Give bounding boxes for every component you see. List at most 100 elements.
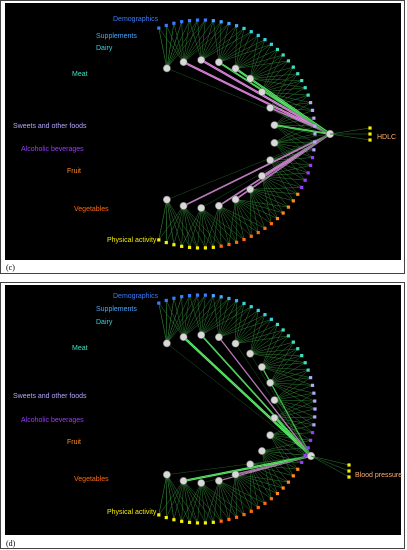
thin-edge	[249, 310, 259, 354]
item-node	[313, 140, 317, 144]
thin-edge	[218, 31, 252, 63]
thin-edge	[183, 205, 198, 249]
thin-edge	[270, 377, 311, 384]
item-node	[303, 361, 307, 365]
thin-edge	[261, 91, 331, 135]
factor-node	[179, 477, 188, 485]
thin-edge	[201, 133, 331, 209]
thin-edge	[166, 199, 175, 245]
thin-edge	[183, 205, 190, 248]
factor-node	[162, 339, 171, 348]
item-node	[242, 26, 246, 31]
thin-edge	[183, 21, 222, 63]
thin-edge	[213, 20, 220, 63]
item-node	[296, 347, 300, 351]
thin-edge	[235, 314, 266, 344]
thin-edge	[218, 319, 272, 338]
thin-edge	[261, 450, 312, 457]
thin-edge	[235, 329, 284, 344]
thin-edge	[261, 175, 294, 202]
item-node	[303, 86, 307, 90]
item-node	[275, 322, 280, 327]
thin-edge	[274, 408, 316, 419]
thin-edge	[158, 27, 184, 63]
thin-edge	[274, 392, 315, 419]
thin-edge	[166, 294, 206, 344]
thin-edge	[270, 416, 315, 436]
factor-node	[231, 64, 240, 73]
item-node	[313, 415, 317, 419]
thin-edge	[201, 298, 230, 336]
factor-node	[246, 185, 255, 194]
thin-edge	[173, 23, 184, 63]
item-node	[281, 53, 285, 57]
thin-edge	[261, 366, 309, 371]
thin-edge	[213, 295, 220, 338]
thin-edge	[183, 205, 206, 249]
item-node	[306, 446, 310, 450]
thin-edge	[249, 39, 266, 79]
item-node	[313, 399, 317, 403]
group-label-physical: Physical activity	[107, 237, 157, 244]
thin-edge	[218, 205, 266, 229]
thin-edge	[201, 296, 222, 336]
thin-edge	[235, 199, 259, 233]
item-node	[275, 47, 280, 52]
thin-edge	[183, 20, 214, 63]
thin-edge	[235, 39, 266, 69]
item-node	[291, 340, 295, 344]
factor-node	[215, 333, 223, 342]
item-node	[242, 237, 246, 242]
item-node	[211, 520, 215, 524]
thin-edge	[269, 435, 294, 476]
thin-edge	[218, 480, 222, 522]
thin-edge	[261, 175, 302, 188]
thin-edge	[201, 306, 252, 336]
thin-edge	[201, 482, 222, 522]
thin-edge	[218, 314, 266, 338]
thin-edge	[250, 329, 284, 354]
factor-node	[179, 58, 188, 66]
thin-edge	[274, 399, 315, 426]
thin-edge	[181, 296, 184, 338]
thin-edge	[166, 20, 190, 69]
thin-edge	[218, 133, 331, 206]
thin-edge	[205, 480, 220, 523]
thin-edge	[250, 78, 302, 81]
item-node	[227, 296, 231, 301]
thin-edge	[201, 482, 237, 518]
thin-edge	[250, 78, 331, 135]
item-node	[309, 163, 313, 167]
thin-edge	[197, 482, 202, 523]
thin-edge	[213, 205, 220, 248]
thin-edge	[173, 205, 184, 245]
item-node	[309, 101, 313, 105]
thin-edge	[261, 450, 289, 483]
group-label-alcohol: Alcoholic beverages	[21, 146, 84, 153]
item-node	[227, 21, 231, 26]
thin-edge	[183, 205, 214, 248]
item-node	[313, 407, 317, 411]
item-node	[157, 26, 161, 30]
item-node	[310, 156, 315, 160]
group-label-demographics: Demographics	[113, 293, 159, 300]
group-label-meat: Meat	[72, 345, 88, 352]
caption-d: (d)	[6, 539, 16, 548]
item-node	[256, 33, 260, 38]
thin-edge	[200, 207, 214, 248]
thin-edge	[201, 28, 245, 61]
thin-edge	[270, 382, 314, 394]
thin-edge	[189, 482, 202, 523]
thin-edge	[274, 417, 312, 457]
thin-edge	[235, 49, 278, 69]
thin-edge	[269, 160, 294, 201]
item-node	[180, 20, 184, 24]
thin-edge	[218, 44, 272, 63]
factor-node	[258, 172, 266, 180]
thin-edge	[249, 189, 278, 219]
thin-edge	[261, 450, 278, 494]
thin-edge	[166, 474, 168, 518]
thin-edge	[274, 133, 331, 144]
caption-c: (c)	[6, 263, 15, 272]
thin-edge	[218, 205, 222, 247]
